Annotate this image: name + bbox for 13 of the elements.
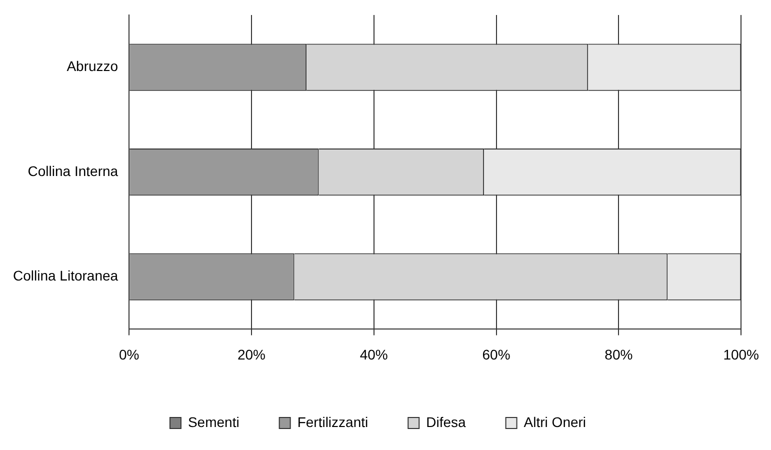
legend-label: Fertilizzanti [297,414,368,430]
x-tick-label: 40% [360,346,388,362]
y-tick-label: Collina Interna [28,162,118,179]
x-tick-label: 60% [482,346,510,362]
y-tick-label: Abruzzo [66,58,118,74]
legend-label: Altri Oneri [524,414,586,430]
y-tick-label: Collina Litoranea [12,268,118,284]
legend-label: Sementi [188,414,240,430]
x-tick-label: 0% [118,346,140,362]
x-tick-label: 100% [723,346,760,362]
legend-label: Difesa [426,414,466,430]
x-tick-label: 20% [237,346,266,362]
x-tick-label: 80% [604,346,633,362]
